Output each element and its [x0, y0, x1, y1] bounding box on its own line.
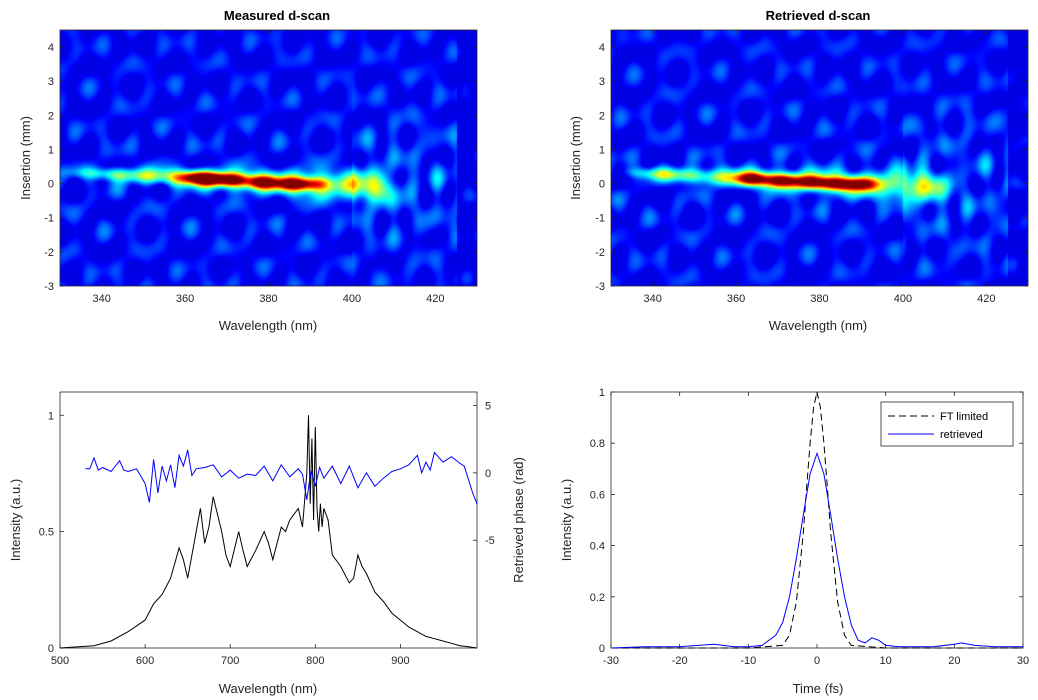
y-tick-label: 2 — [599, 110, 605, 122]
measured-dscan-axes: 340 360 380 400 420 -3 -2 -1 0 1 2 3 4 — [44, 30, 477, 305]
y-tick-label: -1 — [44, 213, 54, 225]
x-tick-label: 10 — [880, 655, 892, 667]
x-tick-label: 360 — [727, 293, 745, 305]
temporal-ylabel: Intensity (a.u.) — [559, 479, 574, 561]
y-tick-label: 0.4 — [590, 541, 605, 553]
x-tick-label: 380 — [259, 293, 277, 305]
x-tick-label: 500 — [51, 655, 69, 667]
y-tick-label: 3 — [599, 76, 605, 88]
temporal-legend: FT limited retrieved — [880, 401, 1014, 447]
x-tick-label: -10 — [740, 655, 756, 667]
y-tick-label: 0.2 — [590, 592, 605, 604]
phase-ylabel: Retrieved phase (rad) — [511, 457, 526, 583]
x-tick-label: 380 — [810, 293, 828, 305]
y-tick-label: -3 — [595, 281, 605, 293]
y-tick-label: 0.5 — [39, 527, 54, 539]
y-tick-label: 2 — [48, 110, 54, 122]
y-tick-label: 4 — [599, 42, 605, 54]
y-tick-label: 1 — [599, 387, 605, 399]
series-line-1 — [610, 451, 1023, 649]
temporal-lines — [610, 391, 1023, 649]
x-tick-label: 420 — [426, 293, 444, 305]
legend-box — [880, 401, 1014, 447]
measured-dscan-ylabel: Insertion (mm) — [18, 116, 33, 200]
x-tick-label: 340 — [93, 293, 111, 305]
retrieved-dscan-title: Retrieved d-scan — [766, 8, 871, 23]
x-tick-label: 700 — [221, 655, 239, 667]
x-tick-label: 800 — [306, 655, 324, 667]
y-tick-label: 1 — [48, 144, 54, 156]
temporal-axes: -30 -20 -10 0 10 20 30 0 0.2 0.4 0.6 0.8 1 — [590, 387, 1029, 667]
y-tick-label: 0 — [48, 643, 54, 655]
y-tick-label: -2 — [44, 247, 54, 259]
y-tick-label: -2 — [595, 247, 605, 259]
x-tick-label: 20 — [948, 655, 960, 667]
spectrum-lines — [59, 415, 478, 649]
x-tick-label: 600 — [136, 655, 154, 667]
spectrum-axes: 500 600 700 800 900 0 0.5 1 -5 0 5 — [39, 400, 495, 667]
retrieved-dscan-ylabel: Insertion (mm) — [568, 116, 583, 200]
retrieved-dscan-heatmap — [611, 30, 1028, 286]
x-tick-label: -20 — [672, 655, 688, 667]
series-line-0 — [59, 415, 478, 649]
spectrum-frame — [59, 391, 478, 649]
y2-tick-label: 5 — [485, 400, 491, 412]
y-tick-label: -1 — [595, 213, 605, 225]
retrieved-dscan-axes: 340 360 380 400 420 -3 -2 -1 0 1 2 3 4 — [595, 30, 1028, 305]
spectrum-panel: 500 600 700 800 900 0 0.5 1 -5 0 5 Wavelength (nm)… — [8, 391, 526, 696]
x-tick-label: 400 — [343, 293, 361, 305]
y-tick-label: 0.6 — [590, 489, 605, 501]
y2-tick-label: -5 — [485, 535, 495, 547]
x-tick-label: 30 — [1017, 655, 1029, 667]
retrieved-dscan-panel: Retrieved d-scan 340 360 380 400 420 -3 -2 -1 0 1… — [568, 8, 1029, 333]
x-tick-label: 360 — [176, 293, 194, 305]
measured-dscan-heatmap — [60, 30, 477, 286]
retrieved-dscan-xlabel: Wavelength (nm) — [769, 318, 868, 333]
y-tick-label: 0 — [48, 179, 54, 191]
legend-retrieved-label: retrieved — [940, 429, 983, 441]
y-tick-label: 4 — [48, 42, 54, 54]
series-line-0 — [611, 391, 1023, 649]
x-tick-label: -30 — [603, 655, 619, 667]
spectrum-xlabel: Wavelength (nm) — [219, 681, 318, 696]
temporal-panel: -30 -20 -10 0 10 20 30 0 0.2 0.4 0.6 0.8 1 Time (fs)… — [559, 387, 1029, 696]
temporal-xlabel: Time (fs) — [793, 681, 844, 696]
measured-dscan-xlabel: Wavelength (nm) — [219, 318, 318, 333]
y2-tick-label: 0 — [485, 468, 491, 480]
y-tick-label: 0 — [599, 179, 605, 191]
y-tick-label: -3 — [44, 281, 54, 293]
y-tick-label: 3 — [48, 76, 54, 88]
x-tick-label: 900 — [391, 655, 409, 667]
y-tick-label: 0.8 — [590, 438, 605, 450]
legend-ft-limited-label: FT limited — [940, 411, 988, 423]
measured-dscan-title: Measured d-scan — [224, 8, 330, 23]
x-tick-label: 0 — [814, 655, 820, 667]
measured-dscan-panel: Measured d-scan 340 360 380 400 420 -3 -2 -1 0 1 2… — [18, 8, 478, 333]
spectrum-ylabel: Intensity (a.u.) — [8, 479, 23, 561]
x-tick-label: 400 — [894, 293, 912, 305]
x-tick-label: 420 — [977, 293, 995, 305]
series-line-1 — [85, 449, 478, 504]
y-tick-label: 0 — [599, 643, 605, 655]
x-tick-label: 340 — [644, 293, 662, 305]
y-tick-label: 1 — [599, 144, 605, 156]
y-tick-label: 1 — [48, 410, 54, 422]
